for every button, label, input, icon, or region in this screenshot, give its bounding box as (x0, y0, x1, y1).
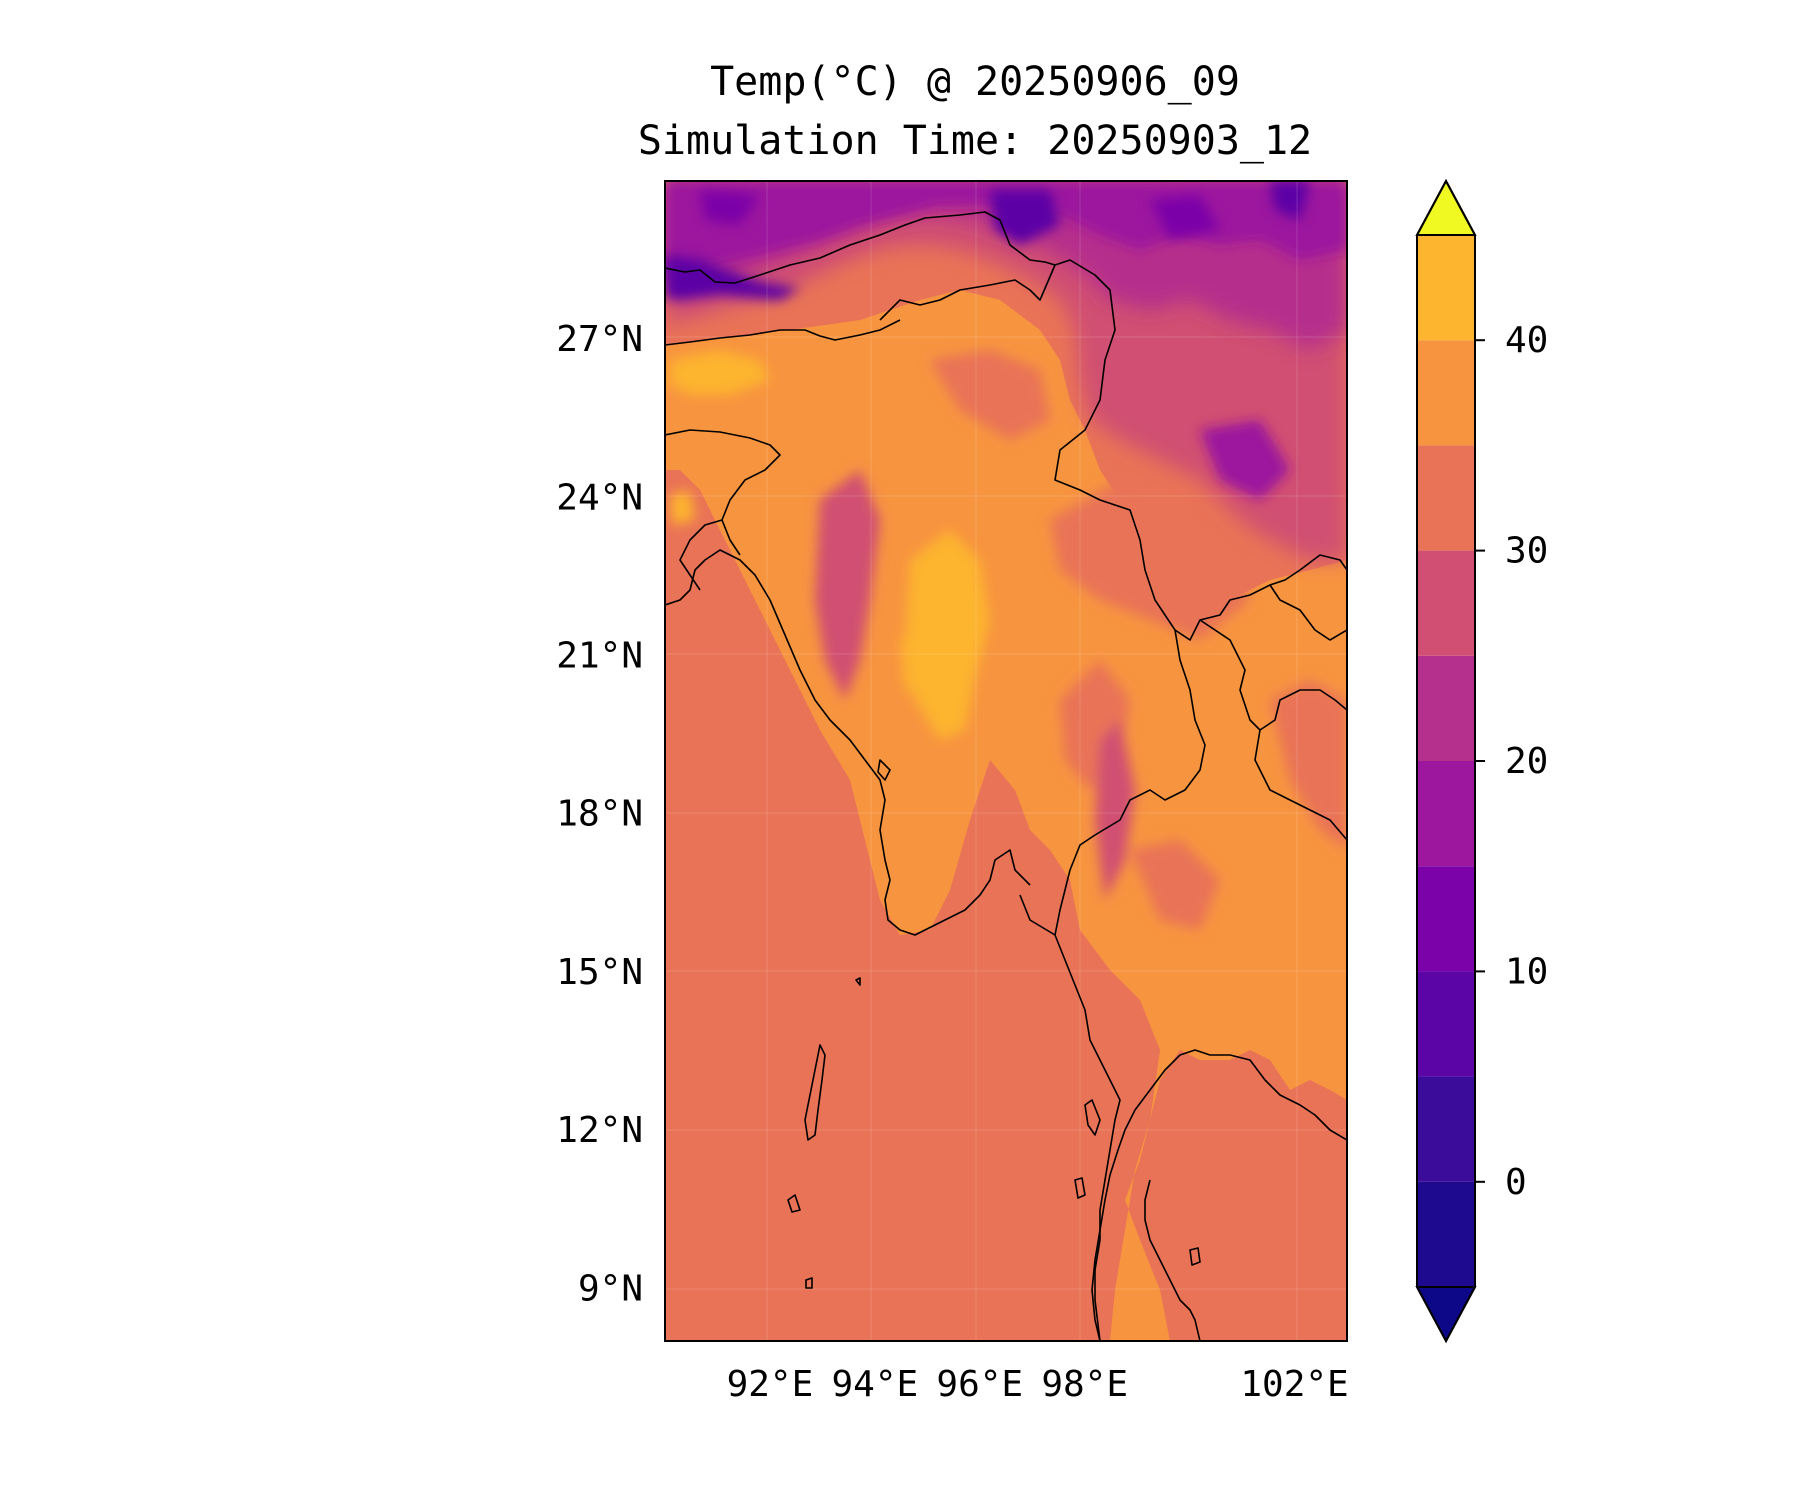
colorbar-tick-label: 10 (1505, 951, 1548, 992)
colorbar-segment (1417, 1076, 1475, 1182)
lat-tick-label: 15°N (556, 952, 643, 993)
lat-tick-label: 9°N (578, 1268, 643, 1309)
colorbar-tick-label: 30 (1505, 531, 1548, 572)
northern-frost-patches (665, 181, 1310, 500)
colorbar-segment (1417, 1181, 1475, 1287)
colorbar-segment (1417, 340, 1475, 446)
colorbar: 0 10 20 30 40 (1415, 178, 1548, 1344)
lat-tick-label: 18°N (556, 794, 643, 835)
highland-cool-patches (815, 350, 1347, 930)
colorbar-tick-label: 0 (1505, 1162, 1527, 1203)
coastlines-borders (665, 211, 1347, 1341)
colorbar-segment (1417, 761, 1475, 867)
latitude-axis: 9°N 12°N 15°N 18°N 21°N 24°N 27°N (556, 319, 643, 1309)
colorbar-segment (1417, 866, 1475, 972)
lat-tick-label: 27°N (556, 319, 643, 360)
lat-tick-label: 12°N (556, 1110, 643, 1151)
map-title-line1: Temp(°C) @ 20250906_09 (710, 59, 1240, 105)
hot-zone-patches (670, 350, 990, 740)
lon-tick-label: 98°E (1041, 1364, 1128, 1405)
colorbar-segment (1417, 971, 1475, 1077)
map-frame (664, 180, 1348, 1342)
colorbar-segment (1417, 655, 1475, 761)
colorbar-tick-label: 20 (1505, 741, 1548, 782)
lon-tick-label: 92°E (727, 1364, 814, 1405)
lat-tick-label: 21°N (556, 636, 643, 677)
lat-tick-label: 24°N (556, 477, 643, 518)
lon-tick-label: 94°E (831, 1364, 918, 1405)
colorbar-over-arrow (1415, 178, 1477, 236)
map-panel (665, 181, 1347, 1341)
map-gridlines (665, 181, 1347, 1341)
longitude-axis: 92°E 94°E 96°E 98°E 102°E (727, 1364, 1349, 1405)
colorbar-tick-label: 40 (1505, 320, 1548, 361)
lon-tick-label: 102°E (1240, 1364, 1348, 1405)
colorbar-segment (1417, 550, 1475, 656)
lon-tick-label: 96°E (936, 1364, 1023, 1405)
colorbar-under-arrow (1415, 1286, 1477, 1344)
colorbar-outline (1416, 178, 1476, 1344)
colorbar-segment (1417, 235, 1475, 341)
map-title-line2: Simulation Time: 20250903_12 (638, 118, 1312, 164)
colorbar-segment (1417, 445, 1475, 551)
